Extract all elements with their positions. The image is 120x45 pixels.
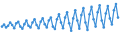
point [48,19,51,22]
point [5,26,8,29]
point [68,22,71,25]
point [60,21,63,24]
point [94,25,97,28]
point [45,26,48,29]
point [66,11,69,14]
point [21,27,24,30]
point [43,23,46,26]
point [56,18,59,21]
point [86,29,89,32]
point [37,27,40,30]
point [31,21,34,24]
series-line [2,4,118,31]
point [62,27,65,30]
point [74,9,77,12]
point [98,4,101,7]
point [80,14,83,17]
plot-area [1,3,120,32]
point [90,6,93,9]
point [13,27,16,30]
point [113,9,116,12]
point [27,24,30,27]
point [82,7,85,10]
point [33,18,36,21]
point [76,19,79,22]
point [92,18,95,21]
point [107,5,110,8]
point [84,21,87,24]
point [72,17,75,20]
point [64,16,67,19]
point [15,22,18,25]
point [25,19,28,22]
point [70,29,73,32]
point [19,25,22,28]
point [41,17,44,20]
point [29,26,32,29]
chart [0,0,120,45]
point [115,3,118,6]
point [9,21,12,24]
point [52,25,55,28]
point [50,16,53,19]
point [11,24,14,27]
point [78,27,81,30]
point [7,24,10,27]
point [23,23,26,26]
point [100,19,103,22]
point [117,16,120,19]
point [35,24,38,27]
point [109,17,112,20]
point [104,12,107,15]
point [54,28,57,31]
point [1,25,4,28]
point [17,20,20,23]
point [58,13,61,16]
point [111,23,114,26]
point [39,20,42,23]
point [88,13,91,16]
point [102,26,105,29]
point [3,23,6,26]
point [96,11,99,14]
